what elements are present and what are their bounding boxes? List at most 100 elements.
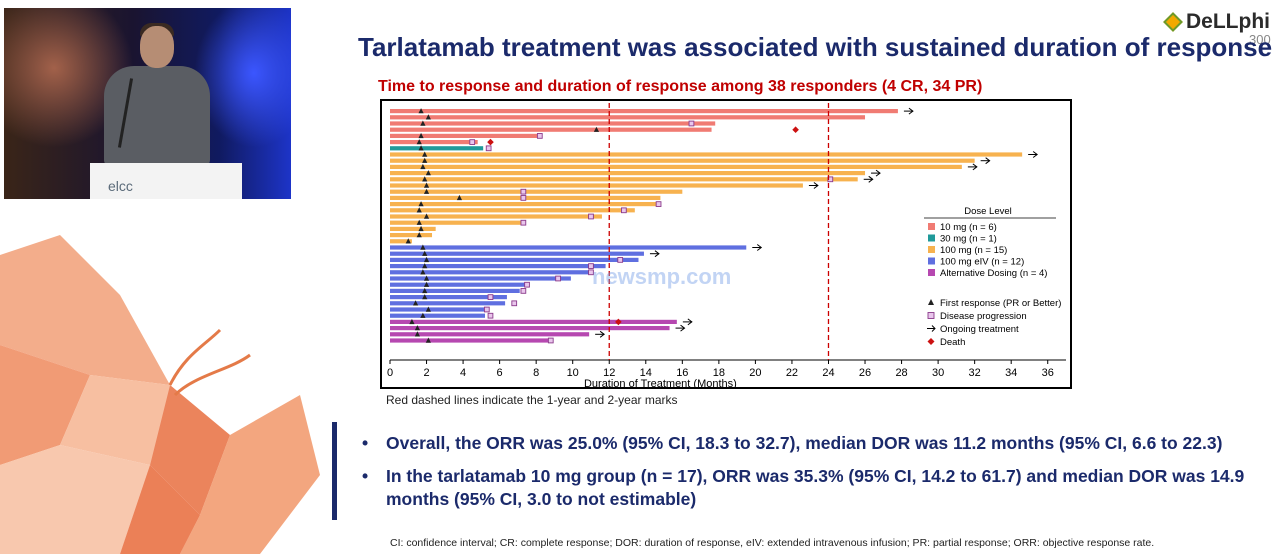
duration-bar [390, 270, 593, 275]
legend-label: 100 mg eIV (n = 12) [940, 257, 1024, 268]
first-response-marker [414, 325, 421, 331]
ongoing-arrowhead [654, 250, 660, 258]
legend-symbol-label: Death [940, 337, 965, 348]
duration-bar [390, 226, 436, 231]
legend-swatch [928, 257, 935, 265]
first-response-marker [412, 300, 419, 306]
x-tick-label: 22 [786, 367, 798, 379]
first-response-marker [416, 207, 422, 213]
progression-marker [520, 195, 527, 201]
first-response-marker [425, 170, 431, 176]
duration-bar [390, 146, 484, 151]
duration-bar [390, 127, 712, 132]
progression-marker [487, 294, 494, 300]
duration-bar [390, 152, 1023, 157]
first-response-marker [420, 312, 426, 318]
duration-bar [390, 183, 803, 188]
footnote: CI: confidence interval; CR: complete re… [390, 537, 1155, 549]
duration-bar [390, 164, 962, 169]
x-tick-label: 4 [460, 367, 466, 379]
ongoing-arrowhead [972, 163, 978, 171]
legend-swatch [928, 246, 935, 253]
logo-name: DeLLphi [1186, 10, 1270, 33]
first-response-marker [420, 163, 426, 170]
progression-marker [688, 120, 695, 127]
first-response-marker [422, 263, 428, 269]
first-response-marker [422, 157, 428, 163]
x-tick-label: 2 [423, 367, 429, 379]
swimmer-chart: 0 2 4 6 8 10 12 14 16 18 20 22 24 26 28 30 32 34 36 Duratio… [380, 99, 1072, 389]
first-response-marker [456, 194, 463, 201]
ongoing-arrowhead [868, 175, 874, 183]
ongoing-arrowhead [1032, 151, 1038, 158]
duration-bar [390, 307, 487, 312]
legend-symbol-label: Ongoing treatment [940, 324, 1019, 335]
legend-square-icon [927, 312, 935, 319]
chart-subtitle: Time to response and duration of respons… [378, 78, 983, 95]
progression-marker [485, 145, 492, 152]
duration-bar [390, 338, 551, 343]
duration-bar [390, 202, 657, 207]
progression-marker [621, 207, 627, 214]
ongoing-arrowhead [813, 182, 819, 189]
x-tick-label: 12 [603, 367, 615, 379]
logo-number: 300 [1249, 32, 1271, 47]
duration-bar [390, 276, 571, 281]
chart-note: Red dashed lines indicate the 1-year and… [386, 393, 678, 407]
progression-marker [487, 312, 494, 319]
legend-label: 100 mg (n = 15) [940, 245, 1007, 256]
progression-marker [536, 133, 543, 139]
first-response-marker [422, 287, 428, 294]
x-tick-label: 0 [387, 367, 393, 379]
x-tick-label: 36 [1042, 367, 1054, 379]
stage-spotlight [194, 8, 291, 148]
first-response-marker [409, 318, 415, 325]
first-response-marker [425, 337, 431, 343]
duration-bar [390, 257, 639, 262]
progression-marker [520, 288, 527, 294]
first-response-marker [422, 176, 428, 182]
butterfly-illustration [0, 235, 320, 554]
death-marker [615, 318, 622, 326]
duration-bar [390, 233, 433, 238]
progression-marker [588, 269, 594, 276]
duration-bar [390, 245, 747, 250]
x-tick-label: 6 [497, 367, 503, 379]
bullet-symbol: • [362, 433, 369, 453]
watermark: newsmp.com [592, 264, 732, 289]
first-response-marker [423, 275, 430, 281]
legend-swatch [928, 269, 935, 276]
legend-swatch [928, 223, 935, 230]
podium-logo-text: elcc [108, 178, 133, 194]
x-axis-label: Duration of Treatment (Months) [584, 378, 737, 387]
first-response-marker [420, 120, 426, 126]
progression-marker [469, 139, 476, 145]
duration-bar [390, 109, 898, 114]
speaker-video: elcc [4, 8, 291, 199]
first-response-marker [593, 126, 600, 132]
logo-diamond-icon [1163, 12, 1183, 32]
progression-marker [524, 281, 530, 288]
bullet-item: • Overall, the ORR was 25.0% (95% CI, 18.… [360, 432, 1260, 455]
legend-label: 30 mg (n = 1) [940, 234, 997, 245]
duration-bar [390, 158, 975, 163]
x-tick-label: 24 [822, 367, 834, 379]
first-response-marker [422, 294, 428, 300]
first-response-marker [423, 182, 430, 188]
ongoing-arrowhead [680, 324, 686, 332]
progression-marker [520, 188, 527, 195]
first-response-marker [425, 306, 431, 312]
x-tick-label: 18 [713, 367, 725, 379]
x-tick-label: 8 [533, 367, 539, 379]
legend-triangle-icon [928, 299, 934, 305]
duration-bar [390, 121, 716, 126]
progression-marker [483, 306, 490, 313]
bullet-text: In the tarlatamab 10 mg group (n = 17), … [386, 466, 1245, 509]
bullet-text: Overall, the ORR was 25.0% (95% CI, 18.3… [386, 433, 1223, 453]
progression-marker [547, 337, 554, 344]
progression-marker [588, 213, 594, 220]
ongoing-arrowhead [599, 330, 605, 338]
x-tick-label: 20 [749, 367, 761, 379]
x-tick-label: 16 [676, 367, 688, 379]
first-response-marker [420, 269, 426, 275]
